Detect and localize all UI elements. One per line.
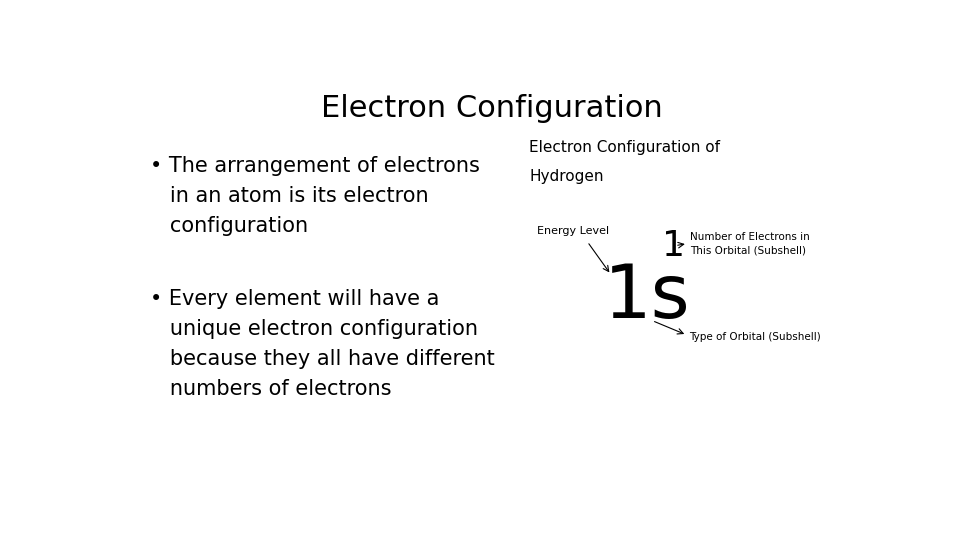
Text: Hydrogen: Hydrogen <box>529 168 604 184</box>
Text: 1: 1 <box>661 228 684 262</box>
Text: Number of Electrons in
This Orbital (Subshell): Number of Electrons in This Orbital (Sub… <box>690 232 809 255</box>
Text: Electron Configuration: Electron Configuration <box>322 94 662 123</box>
Text: Type of Orbital (Subshell): Type of Orbital (Subshell) <box>689 332 821 342</box>
Text: • Every element will have a: • Every element will have a <box>150 289 439 309</box>
Text: 1s: 1s <box>604 261 690 334</box>
Text: in an atom is its electron: in an atom is its electron <box>150 186 428 206</box>
Text: because they all have different: because they all have different <box>150 349 494 369</box>
Text: configuration: configuration <box>150 216 308 236</box>
Text: Electron Configuration of: Electron Configuration of <box>529 140 720 154</box>
Text: unique electron configuration: unique electron configuration <box>150 319 478 339</box>
Text: numbers of electrons: numbers of electrons <box>150 379 392 399</box>
Text: • The arrangement of electrons: • The arrangement of electrons <box>150 156 480 176</box>
Text: Energy Level: Energy Level <box>537 226 609 236</box>
